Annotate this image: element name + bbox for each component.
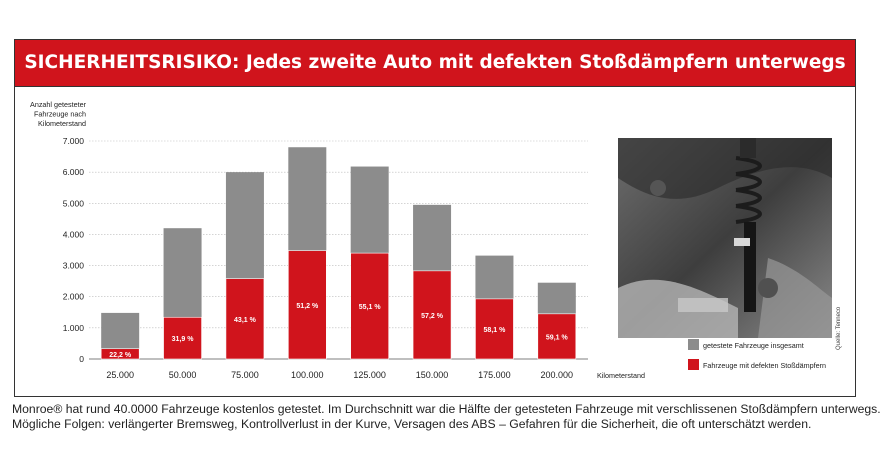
legend-label: getestete Fahrzeuge insgesamt	[703, 341, 804, 350]
labels: 0 1.000 2.000 3.000 4.000 5.000 6.000 7.000 Anza…	[30, 100, 826, 380]
data-label: 58,1 %	[484, 327, 507, 334]
chart-title: SICHERHEITSRISIKO: Jedes zweite Auto mit…	[14, 39, 856, 87]
caption-line-2: Mögliche Folgen: verlängerter Bremsweg, …	[12, 417, 812, 431]
y-tick-label: 2.000	[63, 292, 85, 302]
legend-swatch	[688, 359, 699, 370]
data-label: 59,1 %	[546, 334, 569, 341]
bar-defect	[350, 252, 389, 360]
y-tick-label: 5.000	[63, 198, 85, 208]
data-label: 57,2 %	[421, 313, 444, 320]
y-axis-label: Kilometerstand	[38, 119, 86, 128]
legend-swatch	[688, 339, 699, 350]
source-note: Quelle: Tenneco	[836, 306, 842, 350]
y-tick-label: 0	[79, 354, 84, 364]
y-tick-label: 3.000	[63, 261, 85, 271]
data-label: 51,2 %	[296, 303, 319, 310]
y-tick-label: 6.000	[63, 167, 85, 177]
x-axis-label: Kilometerstand	[597, 371, 645, 380]
data-label: 55,1 %	[359, 304, 382, 311]
data-label: 31,9 %	[172, 336, 195, 343]
shock-absorber-photo	[618, 138, 832, 338]
caption: Monroe® hat rund 40.0000 Fahrzeuge koste…	[12, 402, 881, 432]
bars	[100, 147, 577, 360]
bar-defect	[537, 313, 577, 360]
bar-defect	[163, 316, 202, 360]
y-axis-label: Anzahl getesteter	[30, 100, 87, 109]
x-tick-label: 175.000	[478, 370, 511, 380]
x-tick-label: 125.000	[353, 370, 386, 380]
x-tick-label: 200.000	[541, 370, 574, 380]
x-tick-label: 50.000	[169, 370, 197, 380]
x-tick-label: 150.000	[416, 370, 449, 380]
y-axis-label: Fahrzeuge nach	[34, 110, 86, 119]
y-tick-label: 1.000	[63, 323, 85, 333]
x-tick-label: 100.000	[291, 370, 324, 380]
bar-defect	[288, 250, 327, 360]
bar-defect	[100, 348, 140, 360]
bar-defect	[475, 298, 514, 360]
x-tick-label: 75.000	[231, 370, 259, 380]
legend-label: Fahrzeuge mit defekten Stoßdämpfern	[703, 361, 826, 370]
data-label: 22,2 %	[109, 352, 132, 359]
bar-defect	[225, 278, 265, 360]
y-tick-label: 7.000	[63, 136, 85, 146]
y-tick-label: 4.000	[63, 229, 85, 239]
x-tick-label: 25.000	[106, 370, 134, 380]
data-label: 43,1 %	[234, 317, 257, 324]
bar-defect	[412, 270, 452, 360]
caption-line-1: Monroe® hat rund 40.0000 Fahrzeuge koste…	[12, 402, 881, 416]
